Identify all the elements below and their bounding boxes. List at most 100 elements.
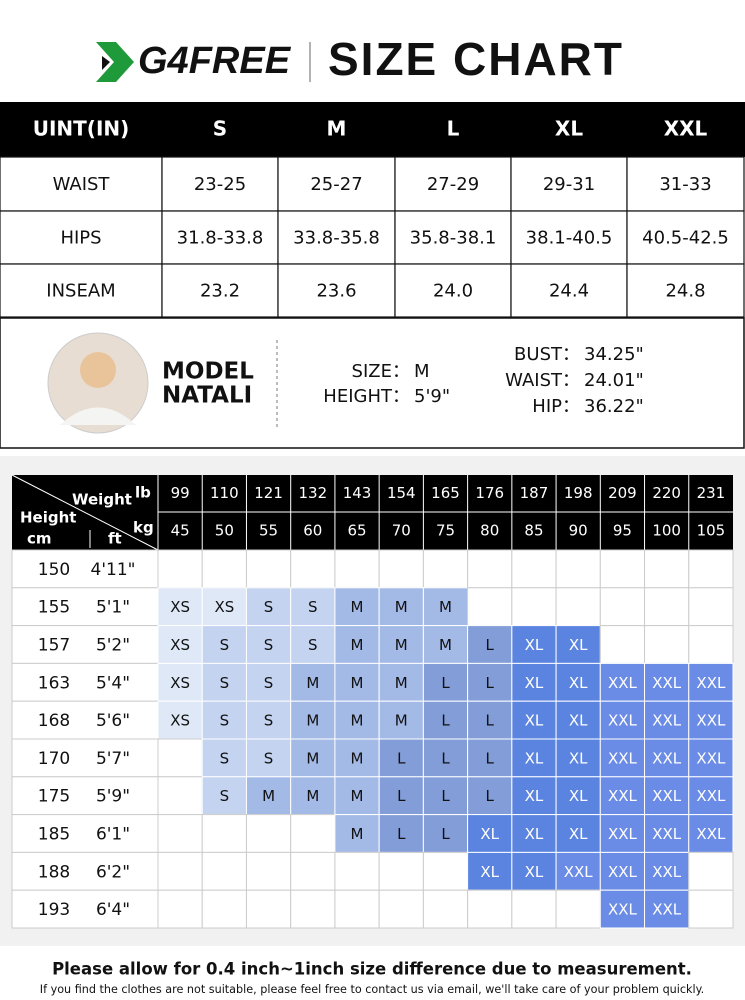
size-cell bbox=[599, 662, 646, 702]
size-cell bbox=[644, 814, 690, 853]
size-cell bbox=[599, 851, 646, 891]
size-label: M bbox=[395, 598, 408, 616]
size-cell bbox=[644, 889, 690, 929]
footer-note: Please allow for 0.4 inch~1inch size dif… bbox=[52, 960, 692, 979]
kg-label: 95 bbox=[613, 522, 632, 540]
size-label: M bbox=[351, 674, 364, 692]
size-label: XL bbox=[525, 749, 544, 767]
height-cm: 175 bbox=[38, 787, 70, 807]
size-label: XL bbox=[525, 712, 544, 730]
size-table-cell bbox=[394, 263, 512, 318]
corner-height: Height bbox=[20, 509, 76, 527]
bust-value: 34.25" bbox=[584, 344, 644, 365]
kg-label: 90 bbox=[569, 522, 588, 540]
height-cell bbox=[11, 625, 159, 664]
hip-value: 36.22" bbox=[584, 396, 644, 417]
size-cell bbox=[245, 700, 292, 740]
lb-label: 198 bbox=[564, 484, 593, 502]
empty-cell bbox=[157, 549, 203, 589]
kg-label: 85 bbox=[524, 522, 543, 540]
empty-cell bbox=[378, 549, 424, 589]
empty-cell bbox=[378, 889, 424, 929]
size-label: XXL bbox=[652, 749, 682, 767]
size-cell bbox=[644, 738, 690, 778]
size-label: M bbox=[306, 712, 319, 730]
size-table-header-bg bbox=[0, 102, 745, 157]
size-table-value: 24.4 bbox=[549, 281, 589, 302]
empty-cell bbox=[422, 851, 469, 891]
size-cell bbox=[555, 700, 601, 740]
logo-mark-inner bbox=[102, 56, 110, 70]
size-label: M bbox=[351, 749, 364, 767]
empty-cell bbox=[334, 851, 380, 891]
empty-cell bbox=[688, 587, 734, 627]
empty-cell bbox=[422, 549, 469, 589]
empty-cell bbox=[245, 889, 292, 929]
size-label: XXL bbox=[696, 787, 726, 805]
size-table-cell bbox=[277, 263, 396, 318]
size-cell bbox=[511, 814, 557, 853]
size-label: S bbox=[264, 636, 274, 654]
size-cell bbox=[644, 776, 690, 816]
size-table-cell bbox=[510, 156, 628, 212]
height-cm: 157 bbox=[38, 636, 70, 656]
size-table-value: 33.8-35.8 bbox=[293, 228, 380, 249]
waist-value: 24.01" bbox=[584, 370, 644, 391]
size-cell bbox=[201, 587, 247, 627]
empty-cell bbox=[290, 814, 336, 853]
empty-cell bbox=[467, 587, 513, 627]
height-cell bbox=[11, 889, 159, 929]
size-table-cell bbox=[510, 210, 628, 265]
empty-cell bbox=[290, 889, 336, 929]
footer-contact: If you find the clothes are not suitable… bbox=[40, 983, 704, 996]
empty-cell bbox=[201, 889, 247, 929]
size-cell bbox=[688, 738, 734, 778]
size-label: XL bbox=[525, 863, 544, 881]
size-table-row-label: HIPS bbox=[60, 228, 101, 249]
size-table-header: UINT(IN) bbox=[33, 117, 130, 141]
size-cell bbox=[467, 738, 513, 778]
size-table-value: 23.2 bbox=[200, 281, 240, 302]
size-label: XL bbox=[525, 825, 544, 843]
size-label: XXL bbox=[652, 787, 682, 805]
empty-cell bbox=[599, 549, 646, 589]
size-label: L bbox=[441, 825, 450, 843]
size-label: XL bbox=[569, 825, 588, 843]
empty-cell bbox=[511, 889, 557, 929]
kg-label: 70 bbox=[392, 522, 411, 540]
size-label: L bbox=[486, 636, 495, 654]
size-cell bbox=[378, 814, 424, 853]
size-cell bbox=[555, 625, 601, 664]
size-label: XXL bbox=[652, 901, 682, 919]
hip-label: HIP： bbox=[532, 396, 580, 417]
size-cell bbox=[422, 700, 469, 740]
height-ft: 5'6" bbox=[96, 711, 130, 731]
empty-cell bbox=[688, 851, 734, 891]
size-cell bbox=[688, 814, 734, 853]
size-label: S bbox=[220, 674, 230, 692]
empty-cell bbox=[157, 814, 203, 853]
size-cell bbox=[378, 662, 424, 702]
size-label: S bbox=[220, 749, 230, 767]
size-label: XS bbox=[170, 712, 190, 730]
size-label: XL bbox=[569, 636, 588, 654]
size-cell bbox=[511, 776, 557, 816]
height-label: HEIGHT： bbox=[323, 386, 410, 407]
size-cell bbox=[599, 889, 646, 929]
size-label: M bbox=[351, 825, 364, 843]
size-table-cell bbox=[394, 156, 512, 212]
size-cell bbox=[157, 625, 203, 664]
size-label: L bbox=[397, 825, 406, 843]
empty-cell bbox=[511, 549, 557, 589]
empty-cell bbox=[688, 889, 734, 929]
height-ft: 6'1" bbox=[96, 825, 130, 845]
size-cell bbox=[290, 587, 336, 627]
empty-cell bbox=[245, 549, 292, 589]
lb-label: 209 bbox=[608, 484, 637, 502]
kg-label: 60 bbox=[303, 522, 322, 540]
lb-label: 176 bbox=[475, 484, 504, 502]
size-label: M bbox=[351, 598, 364, 616]
height-ft: 5'2" bbox=[96, 636, 130, 656]
height-cell bbox=[11, 587, 159, 627]
size-label: M bbox=[395, 636, 408, 654]
